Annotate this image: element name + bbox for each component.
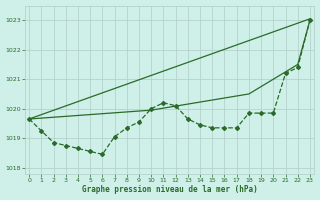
X-axis label: Graphe pression niveau de la mer (hPa): Graphe pression niveau de la mer (hPa) xyxy=(82,185,257,194)
